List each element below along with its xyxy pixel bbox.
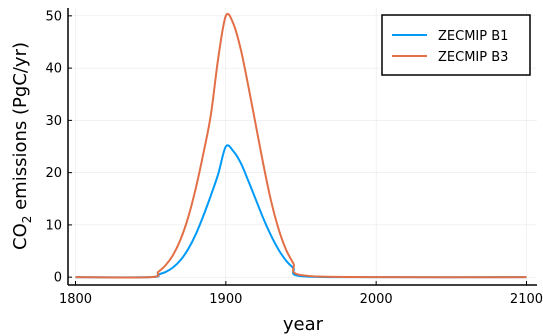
x-tick-label: 1800: [59, 292, 92, 307]
y-tick-label: 20: [45, 166, 62, 181]
series-lines: [75, 12, 527, 279]
legend: ZECMIP B1 ZECMIP B3: [381, 14, 531, 76]
y-axis-label-subscript: 2: [20, 216, 34, 224]
x-tick-label: 1900: [209, 292, 242, 307]
series-line-b3: [75, 12, 527, 279]
y-tick-label: 40: [45, 62, 62, 77]
legend-label-b3: ZECMIP B3: [438, 50, 508, 65]
legend-box: [381, 14, 531, 76]
x-tick-label: 2000: [360, 292, 393, 307]
y-tick-label: 0: [54, 271, 62, 286]
tick-labels: 1800 1900 2000 2100 0 10 20 30 40 50: [45, 9, 543, 307]
series-line-b1: [75, 144, 527, 279]
axes: [67, 8, 537, 286]
y-tick-label: 50: [45, 9, 62, 24]
y-tick-label: 30: [45, 114, 62, 129]
x-axis-label: year: [283, 314, 324, 335]
y-axis-label-prefix: CO: [10, 223, 31, 250]
y-tick-label: 10: [45, 218, 62, 233]
y-axis-label-suffix: emissions (PgC/yr): [10, 42, 31, 216]
x-tick-label: 2100: [510, 292, 543, 307]
legend-label-b1: ZECMIP B1: [438, 29, 508, 44]
y-axis-label: CO2 emissions (PgC/yr): [10, 42, 34, 250]
